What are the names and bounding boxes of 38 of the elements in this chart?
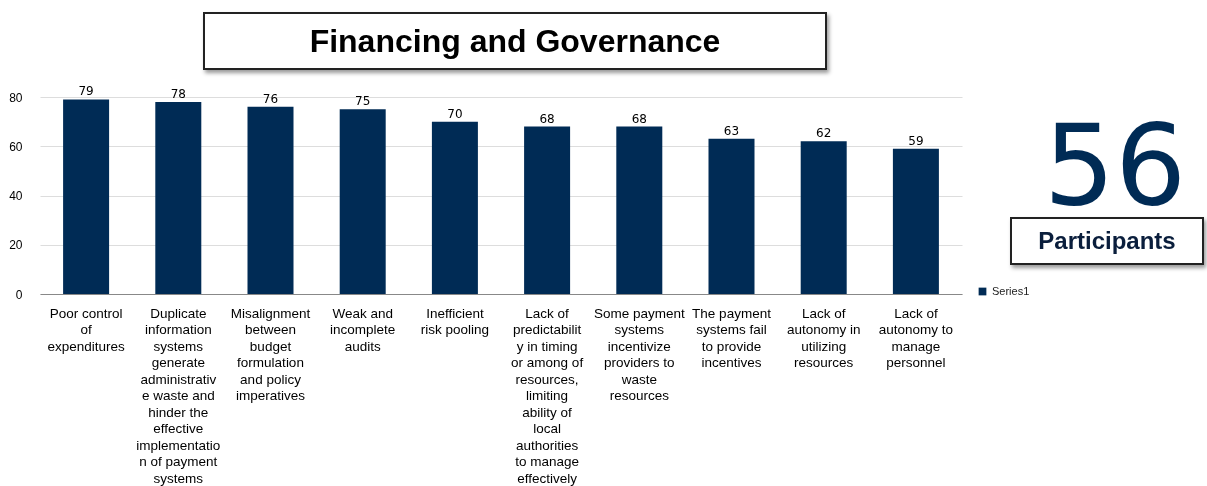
y-tick-label: 60 xyxy=(9,139,23,154)
y-tick-label: 20 xyxy=(9,238,23,253)
x-tick-label: Inefficient risk pooling xyxy=(420,305,490,337)
bar xyxy=(339,109,386,294)
bar xyxy=(155,101,202,294)
data-label: 75 xyxy=(355,94,371,109)
data-label: 59 xyxy=(908,133,924,148)
bar xyxy=(892,148,939,294)
bar xyxy=(616,126,663,294)
data-label: 68 xyxy=(539,111,555,126)
bar xyxy=(247,106,294,294)
text: Participants xyxy=(1010,217,1204,265)
x-tick-label: Weak and incomplete audits xyxy=(330,305,396,354)
data-label: 62 xyxy=(816,126,832,141)
y-tick-label: 80 xyxy=(9,90,23,105)
x-tick-label: Poor control of expenditures xyxy=(47,305,125,354)
x-tick-label: Some payment systems incentivize providers to waste resources xyxy=(593,305,685,403)
bar xyxy=(63,99,110,294)
chart-title: Financing and Governance xyxy=(203,12,827,70)
data-label: 70 xyxy=(447,106,463,121)
x-tick-label: Misalignment between budget formulation and policy imperatives xyxy=(230,305,311,403)
category-label: Duplicate information systems generate administrative waste and hinder the effective implementation of payment systems xyxy=(136,305,221,486)
data-label: 76 xyxy=(262,91,279,106)
x-tick-label: The payment systems fail to provide incentives xyxy=(692,305,772,370)
data-label: 68 xyxy=(631,111,647,126)
data-label: 63 xyxy=(723,123,740,138)
bar xyxy=(800,141,847,294)
y-tick-label: 40 xyxy=(9,189,23,203)
category-label: Lack of predictability in timing or among of resources, limiting ability of local authorities to manage effectively xyxy=(511,305,584,486)
x-tick-label: Lack of autonomy in utilizing resources xyxy=(786,305,861,370)
data-label: 78 xyxy=(170,86,186,101)
bar xyxy=(524,126,571,294)
data-label: 79 xyxy=(78,84,94,99)
bar xyxy=(431,121,478,294)
legend-label: Series1 xyxy=(992,284,1030,297)
x-tick-label: Lack of autonomy to manage personnel xyxy=(878,305,954,370)
bar xyxy=(708,138,755,294)
y-tick-label: 0 xyxy=(15,287,23,302)
